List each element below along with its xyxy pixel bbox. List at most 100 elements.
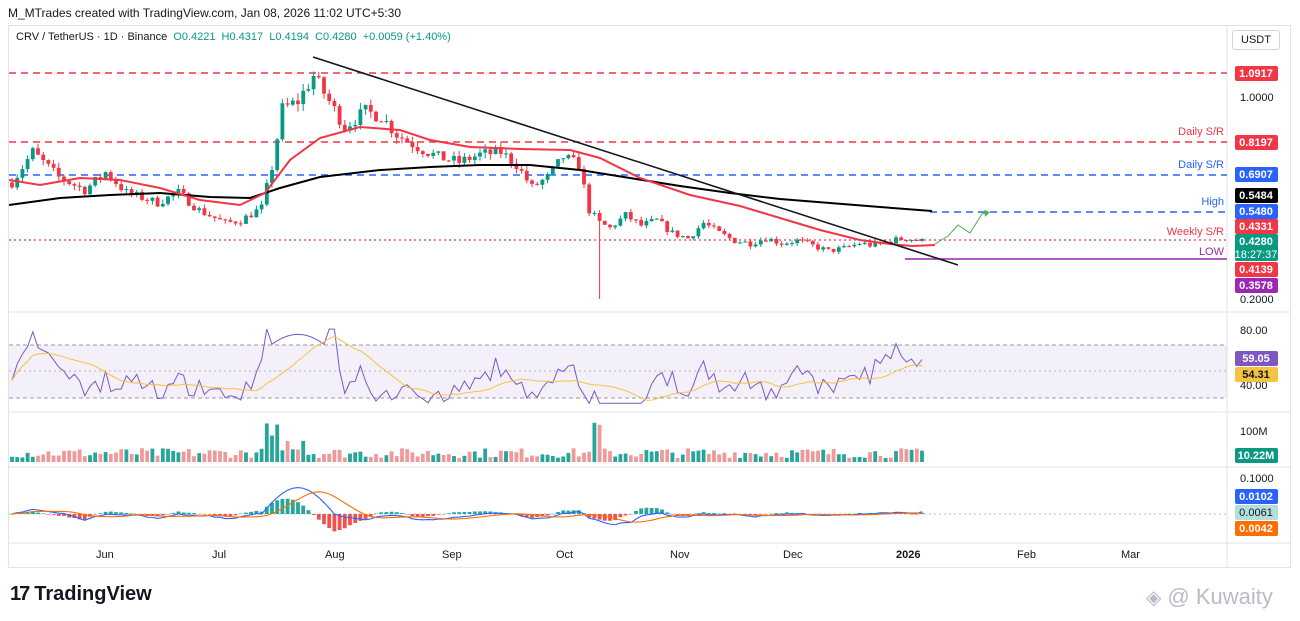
candle-body xyxy=(727,234,732,238)
volume-bar xyxy=(306,454,311,462)
candle-body xyxy=(82,186,87,195)
volume-bar xyxy=(119,449,124,462)
macd-hist-bar xyxy=(249,511,254,514)
candle-body xyxy=(680,236,685,238)
volume-bar xyxy=(810,451,815,462)
volume-bar xyxy=(779,456,784,462)
descending-trendline[interactable] xyxy=(312,56,959,266)
macd-hist-bar xyxy=(124,513,129,514)
ohlc-low: L0.4194 xyxy=(269,31,309,43)
ohlc-high: H0.4317 xyxy=(221,31,264,43)
volume-bar xyxy=(462,455,467,462)
macd-hist-bar xyxy=(842,513,846,515)
candle-body xyxy=(894,237,898,244)
macd-hist-bar xyxy=(327,514,332,529)
volume-bar xyxy=(873,451,878,462)
tradingview-logo[interactable]: 17 TradingView xyxy=(10,583,152,605)
macd-hist-bar xyxy=(197,514,202,515)
volume-bar xyxy=(114,452,118,462)
volume-bar xyxy=(280,450,285,462)
volume-bar xyxy=(576,456,581,462)
volume-bar xyxy=(88,455,92,462)
candle-body xyxy=(914,240,919,242)
candle-body xyxy=(675,230,680,237)
indicator-badges: 59.05 54.31 10.22M 0.0102 0.0061 0.0042 xyxy=(1235,351,1278,536)
macd-hist-bar xyxy=(119,512,124,514)
volume-bar xyxy=(290,449,295,462)
candlestick-series xyxy=(10,71,924,299)
candle-body xyxy=(56,167,61,177)
candle-body xyxy=(20,169,25,178)
candle-body xyxy=(706,222,711,226)
volume-bar xyxy=(82,456,87,462)
rsi-ma-line xyxy=(11,335,923,401)
macd-hist-bar xyxy=(758,514,763,515)
candle-body xyxy=(920,238,924,241)
volume-bar xyxy=(134,454,139,462)
macd-hist-bar xyxy=(103,511,108,514)
volume-bar xyxy=(62,450,66,462)
volume-bar xyxy=(514,452,519,462)
symbol-legend[interactable]: CRV / TetherUS · 1D · Binance O0.4221 H0… xyxy=(16,31,454,43)
volume-bar xyxy=(478,457,482,462)
volume-bar xyxy=(670,452,675,462)
macd-line xyxy=(11,487,923,526)
volume-bar xyxy=(608,451,612,462)
candle-body xyxy=(374,111,378,122)
daily-sr-upper-label: Daily S/R xyxy=(1178,126,1224,138)
volume-bar xyxy=(868,452,872,462)
volume-bar xyxy=(108,453,113,462)
candle-body xyxy=(181,188,186,194)
ema50-line xyxy=(9,125,936,248)
volume-bar xyxy=(556,457,560,462)
macd-hist-bar xyxy=(342,514,347,529)
volume-bar xyxy=(25,452,30,462)
macd-hist-bar xyxy=(587,514,592,518)
x-tick-feb: Feb xyxy=(1017,549,1036,561)
candle-body xyxy=(98,177,103,179)
macd-hist-bar xyxy=(478,511,482,514)
currency-unit-button[interactable]: USDT xyxy=(1232,30,1280,50)
candle-body xyxy=(509,153,514,164)
volume-bar xyxy=(493,456,498,462)
candle-body xyxy=(566,155,571,159)
macd-hist-bar xyxy=(233,514,238,516)
macd-hist-bar xyxy=(389,511,394,514)
badge-low: 0.3578 xyxy=(1239,280,1273,292)
macd-hist-bar xyxy=(576,510,581,514)
candle-body xyxy=(816,244,820,250)
macd-hist-bar xyxy=(25,512,30,514)
macd-hist-bar xyxy=(368,514,373,517)
volume-bar xyxy=(384,455,389,462)
candle-body xyxy=(639,219,644,226)
volume-bar xyxy=(186,449,191,462)
macd-hist-bar xyxy=(379,512,384,514)
volume-bar xyxy=(498,450,503,462)
volume-bar xyxy=(181,451,186,462)
volume-bar xyxy=(899,448,904,462)
candle-body xyxy=(478,152,482,157)
macd-hist-bar xyxy=(140,514,144,515)
volume-bar xyxy=(270,435,274,462)
macd-hist-bar xyxy=(602,514,607,521)
ema200-line xyxy=(9,164,933,212)
volume-bar xyxy=(192,456,196,462)
badge-ema50: 0.4139 xyxy=(1239,264,1273,276)
candle-body xyxy=(467,156,472,161)
candle-body xyxy=(868,242,872,247)
badge-hist: 0.0061 xyxy=(1239,507,1273,519)
high-label: High xyxy=(1201,196,1224,208)
macd-hist-bar xyxy=(420,514,425,517)
candle-body xyxy=(389,120,394,134)
volume-bar xyxy=(597,424,602,462)
macd-hist-bar xyxy=(639,508,644,514)
volume-bar xyxy=(769,456,774,462)
volume-bar xyxy=(795,452,800,462)
volume-bar xyxy=(535,456,540,462)
macd-hist-bar xyxy=(254,510,259,514)
badge-0.8197: 0.8197 xyxy=(1239,137,1273,149)
volume-bar xyxy=(649,451,654,462)
candle-body xyxy=(238,223,243,225)
candle-body xyxy=(72,184,77,186)
